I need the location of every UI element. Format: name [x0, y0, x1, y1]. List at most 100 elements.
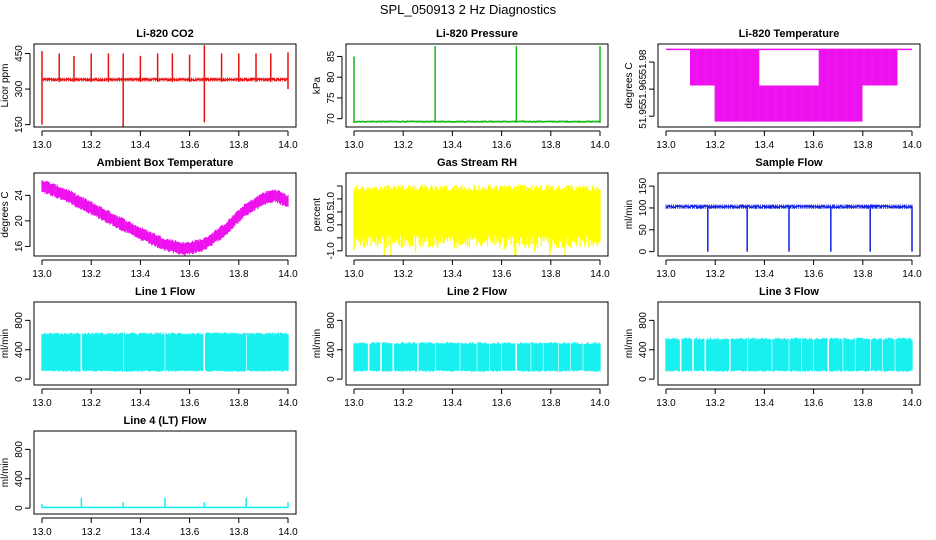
x-tick-label: 13.8	[229, 269, 249, 280]
plot-frame	[33, 43, 297, 128]
plot-frame	[345, 172, 609, 257]
y-tick-label: 1.0	[326, 192, 337, 206]
x-tick-label: 14.0	[278, 527, 298, 538]
x-axis: 13.0 13.2 13.4 13.6 13.8 14.0	[656, 130, 922, 151]
chart-title: Li-820 Temperature	[739, 28, 840, 40]
x-tick-label: 13.2	[393, 398, 413, 409]
x-tick-label: 13.0	[344, 140, 364, 151]
y-tick-label: 51.98	[638, 49, 649, 74]
y-axis-label: Licor ppm	[0, 64, 11, 108]
x-tick-label: 13.4	[755, 269, 775, 280]
x-tick-label: 13.0	[32, 269, 52, 280]
y-axis: -1.0 0.00.51.0	[326, 185, 343, 259]
y-axis: 0 50 100 150	[638, 177, 655, 254]
y-axis: 70 75 80 85	[326, 50, 343, 125]
x-axis: 13.0 13.2 13.4 13.6 13.8 14.0	[656, 388, 922, 409]
x-tick-label: 13.2	[81, 269, 101, 280]
y-axis: 16 20 24	[14, 189, 31, 252]
y-tick-label: 400	[14, 341, 25, 358]
x-tick-label: 13.0	[656, 398, 676, 409]
x-tick-label: 13.6	[804, 140, 824, 151]
x-tick-label: 13.8	[853, 269, 873, 280]
x-tick-label: 13.6	[180, 269, 200, 280]
x-tick-label: 13.0	[32, 398, 52, 409]
x-axis: 13.0 13.2 13.4 13.6 13.8 14.0	[32, 130, 298, 151]
chart-panel-pressure: Li-820 Pressure 13.0 13.2 13.4 13.6 13.8 14.0 7…	[312, 28, 610, 151]
x-axis: 13.0 13.2 13.4 13.6 13.8 14.0	[656, 259, 922, 280]
y-tick-label: 150	[14, 116, 25, 133]
x-tick-label: 13.4	[443, 398, 463, 409]
x-tick-label: 13.2	[393, 269, 413, 280]
x-tick-label: 13.6	[804, 269, 824, 280]
chart-title: Li-820 Pressure	[436, 28, 518, 40]
x-tick-label: 14.0	[902, 398, 922, 409]
x-tick-label: 13.8	[541, 140, 561, 151]
page-title: SPL_050913 2 Hz Diagnostics	[379, 2, 557, 17]
y-tick-label: 0	[14, 505, 25, 511]
x-tick-label: 13.2	[81, 398, 101, 409]
x-tick-label: 14.0	[902, 140, 922, 151]
y-tick-label: 16	[14, 240, 25, 252]
x-tick-label: 13.0	[32, 527, 52, 538]
y-tick-label: 100	[638, 199, 649, 216]
chart-title: Line 4 (LT) Flow	[124, 415, 207, 427]
chart-title: Ambient Box Temperature	[97, 157, 234, 169]
y-axis-label: kPa	[312, 76, 323, 94]
x-tick-label: 13.6	[180, 140, 200, 151]
x-tick-label: 13.4	[755, 398, 775, 409]
y-axis: 0 400 800	[326, 312, 343, 382]
data-series	[41, 45, 289, 127]
x-tick-label: 13.6	[492, 269, 512, 280]
x-tick-label: 13.8	[853, 140, 873, 151]
x-tick-label: 13.4	[131, 527, 151, 538]
x-axis: 13.0 13.2 13.4 13.6 13.8 14.0	[344, 259, 610, 280]
chart-panel-rh: Gas Stream RH 13.0 13.2 13.4 13.6 13.8 14.0 -1.…	[312, 157, 610, 280]
x-tick-label: 13.6	[804, 398, 824, 409]
y-tick-label: 400	[14, 470, 25, 487]
x-tick-label: 13.0	[656, 140, 676, 151]
y-tick-label: 0	[638, 248, 649, 254]
y-tick-label: 70	[326, 113, 337, 125]
chart-title: Line 2 Flow	[447, 286, 507, 298]
data-series	[353, 46, 601, 123]
x-tick-label: 13.2	[81, 527, 101, 538]
x-tick-label: 13.2	[705, 140, 725, 151]
chart-panel-line2: Line 2 Flow 13.0 13.2 13.4 13.6 13.8 14.0 0 400 8…	[312, 286, 610, 409]
x-tick-label: 13.4	[131, 398, 151, 409]
x-tick-label: 13.8	[541, 398, 561, 409]
chart-panel-line4: Line 4 (LT) Flow 13.0 13.2 13.4 13.6 13.8 14.0…	[0, 415, 298, 538]
data-series	[41, 180, 289, 256]
x-tick-label: 13.0	[32, 140, 52, 151]
x-tick-label: 13.2	[705, 269, 725, 280]
y-tick-label: 0	[638, 376, 649, 382]
data-series	[665, 203, 913, 252]
y-tick-label: 450	[14, 45, 25, 62]
plot-frame	[33, 430, 297, 515]
y-tick-label: 400	[638, 341, 649, 358]
x-tick-label: 13.8	[853, 398, 873, 409]
y-tick-label: 0.5	[326, 205, 337, 219]
y-axis-label: ml/min	[312, 329, 323, 358]
y-tick-label: 800	[14, 441, 25, 458]
y-tick-label: 300	[14, 80, 25, 97]
x-tick-label: 13.0	[344, 398, 364, 409]
x-tick-label: 13.6	[492, 140, 512, 151]
x-tick-label: 13.2	[81, 140, 101, 151]
x-tick-label: 13.6	[180, 527, 200, 538]
x-tick-label: 13.2	[705, 398, 725, 409]
plot-frame	[657, 43, 921, 128]
plot-frame	[33, 301, 297, 386]
plot-frame	[345, 43, 609, 128]
y-axis: 0 400 800	[638, 312, 655, 382]
y-tick-label: 0	[14, 376, 25, 382]
y-axis-label: degrees C	[624, 62, 635, 108]
x-axis: 13.0 13.2 13.4 13.6 13.8 14.0	[32, 517, 298, 538]
x-axis: 13.0 13.2 13.4 13.6 13.8 14.0	[344, 130, 610, 151]
plot-frame	[657, 301, 921, 386]
x-tick-label: 13.4	[131, 140, 151, 151]
y-tick-label: 24	[14, 189, 25, 201]
chart-panel-sample-flow: Sample Flow 13.0 13.2 13.4 13.6 13.8 14.0 0 50 10…	[624, 157, 922, 280]
x-tick-label: 14.0	[902, 269, 922, 280]
